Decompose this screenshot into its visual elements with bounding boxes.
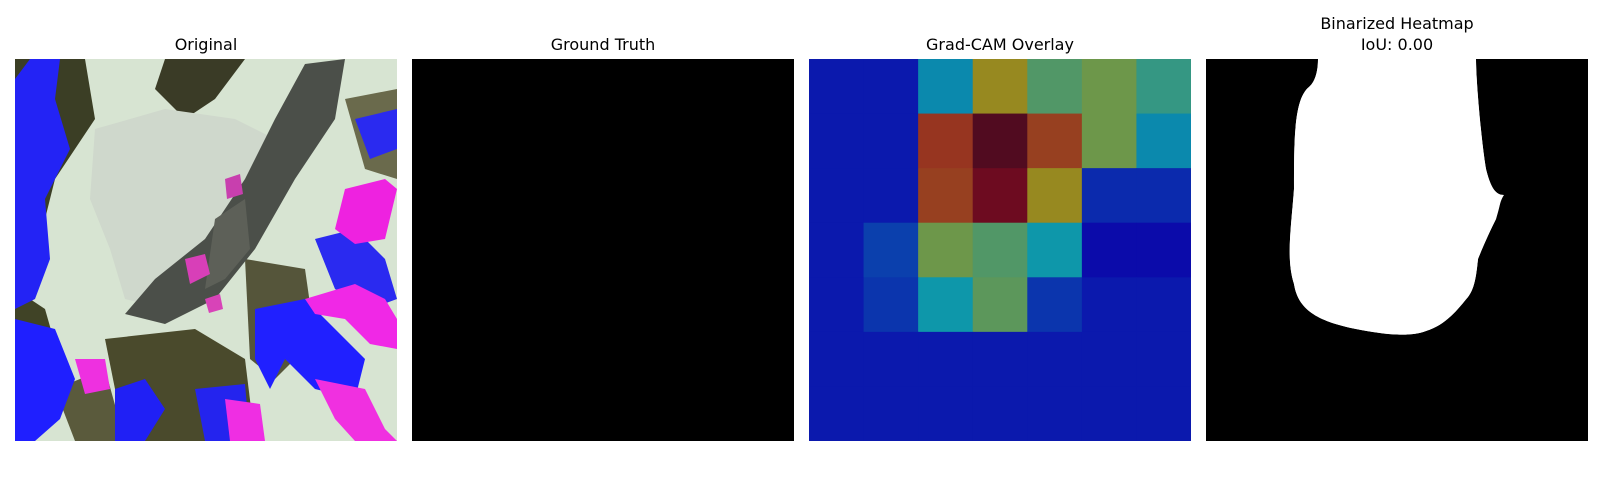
heatmap-cell-6-4 [1027,386,1083,441]
heatmap-cell-3-3 [972,222,1028,278]
heatmap-cell-2-1 [863,168,919,224]
heatmap-cell-3-0 [809,222,865,278]
heatmap-cell-1-3 [972,113,1028,169]
heatmap-cell-6-1 [863,386,919,441]
heatmap-cell-0-1 [863,59,919,115]
heatmap-cell-4-4 [1027,277,1083,333]
heatmap-cell-2-4 [1027,168,1083,224]
heatmap-cell-6-5 [1081,386,1137,441]
heatmap-cell-3-2 [918,222,974,278]
heatmap-cell-1-2 [918,113,974,169]
heatmap-cell-4-5 [1081,277,1137,333]
panel-title-binarized: Binarized Heatmap [1320,14,1474,33]
heatmap-cell-4-3 [972,277,1028,333]
panel-title-gradcam: Grad-CAM Overlay [926,35,1074,54]
heatmap-cell-1-1 [863,113,919,169]
binarized-heatmap [1206,59,1588,441]
heatmap-cell-5-3 [972,331,1028,387]
ground-truth-mask [412,59,794,441]
heatmap-cell-2-0 [809,168,865,224]
heatmap-cell-0-5 [1081,59,1137,115]
original-image [15,59,397,441]
heatmap-cell-0-0 [809,59,865,115]
heatmap-cell-5-1 [863,331,919,387]
heatmap-cell-3-6 [1136,222,1191,278]
heatmap-cell-3-5 [1081,222,1137,278]
heatmap-cell-3-4 [1027,222,1083,278]
heatmap-cell-2-6 [1136,168,1191,224]
heatmap-cell-1-5 [1081,113,1137,169]
heatmap-cell-6-3 [972,386,1028,441]
heatmap-cell-0-6 [1136,59,1191,115]
heatmap-cell-1-6 [1136,113,1191,169]
panel-subtitle-iou: IoU: 0.00 [1360,35,1434,54]
heatmap-cell-6-2 [918,386,974,441]
heatmap-cell-5-4 [1027,331,1083,387]
heatmap-cell-2-3 [972,168,1028,224]
heatmap-cell-2-5 [1081,168,1137,224]
heatmap-cell-4-6 [1136,277,1191,333]
heatmap-cell-6-6 [1136,386,1191,441]
gradcam-heatmap [809,59,1191,441]
heatmap-cell-5-2 [918,331,974,387]
heatmap-cell-5-0 [809,331,865,387]
panel-title-ground-truth: Ground Truth [550,35,656,54]
heatmap-cell-2-2 [918,168,974,224]
heatmap-cell-5-6 [1136,331,1191,387]
heatmap-cell-1-0 [809,113,865,169]
heatmap-cell-3-1 [863,222,919,278]
heatmap-cell-0-4 [1027,59,1083,115]
panel-title-original: Original [174,35,238,54]
heatmap-cell-6-0 [809,386,865,441]
heatmap-cell-4-2 [918,277,974,333]
heatmap-cell-5-5 [1081,331,1137,387]
heatmap-cell-4-0 [809,277,865,333]
heatmap-cell-0-2 [918,59,974,115]
heatmap-cell-1-4 [1027,113,1083,169]
heatmap-cell-0-3 [972,59,1028,115]
heatmap-cell-4-1 [863,277,919,333]
